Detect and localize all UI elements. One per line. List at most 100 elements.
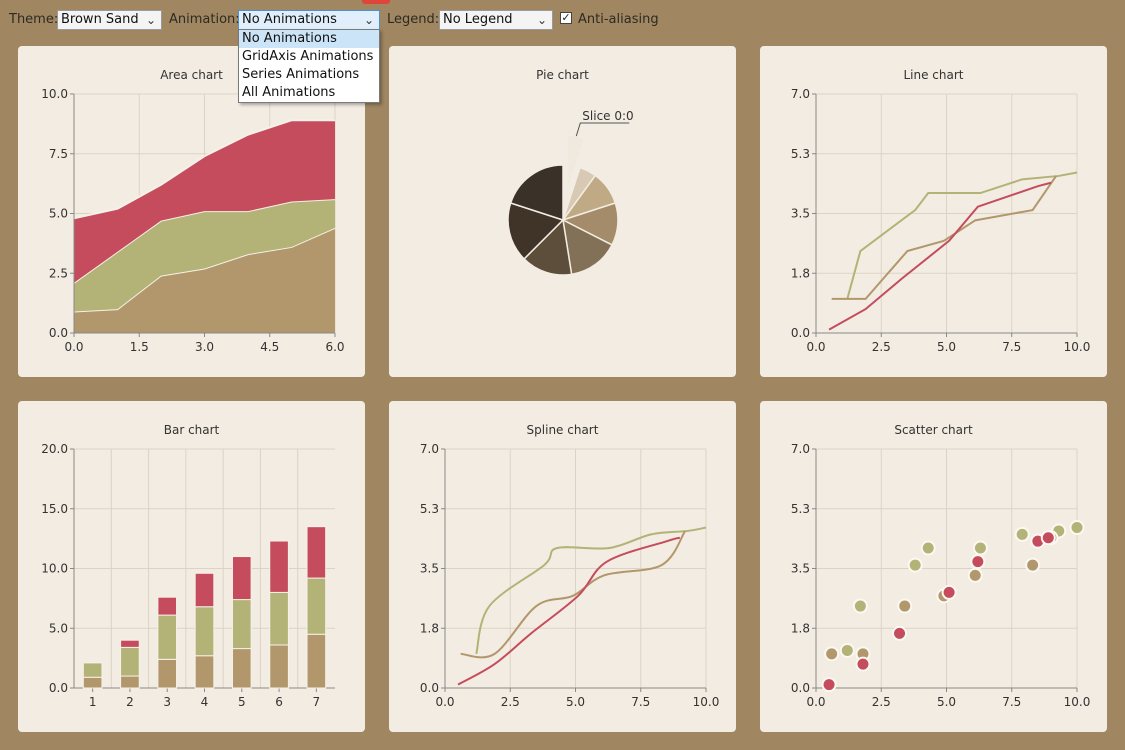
legend-select-value: No Legend: [443, 12, 513, 27]
y-tick-label: 0.0: [49, 326, 68, 340]
bar-segment: [194, 655, 215, 689]
area-chart: 0.0 2.5 5.0 7.5 10.0 0.0 1.5 3.0 4.5 6.0: [41, 87, 344, 354]
y-tick-label: 20.0: [41, 442, 68, 456]
x-tick-label: 5.0: [937, 340, 956, 354]
y-tick-label: 5.3: [791, 502, 810, 516]
bar-segment: [306, 633, 327, 689]
toolbar: Theme: Brown Sand ⌄ Animation: No Animat…: [0, 0, 1125, 40]
y-tick-label: 10.0: [41, 87, 68, 101]
bar-segment: [269, 540, 289, 593]
bar-segment: [306, 526, 327, 579]
scatter-point: [967, 567, 983, 583]
pie-chart-panel: Pie chart Slice 0:0: [389, 46, 736, 377]
scatter-point: [892, 625, 908, 641]
y-tick-label: 0.0: [420, 681, 439, 695]
scatter-point: [972, 540, 988, 556]
scatter-point: [824, 646, 840, 662]
animation-option[interactable]: No Animations: [239, 30, 379, 48]
chart-title: Scatter chart: [894, 423, 973, 437]
y-tick-label: 7.0: [791, 442, 810, 456]
legend-select[interactable]: No Legend ⌄: [439, 10, 553, 30]
scatter-point: [1069, 520, 1085, 536]
scatter-point: [852, 598, 868, 614]
x-tick-label: 2.5: [872, 340, 891, 354]
y-tick-label: 15.0: [41, 502, 68, 516]
scatter-chart-panel: Scatter chart 0.0 1.8 3.5 5.3 7.0 0.0 2.5 5.0 7.…: [760, 401, 1107, 732]
chevron-down-icon: ⌄: [363, 13, 374, 27]
scatter-point: [1014, 526, 1030, 542]
x-tick-label: 10.0: [693, 695, 720, 709]
antialias-label[interactable]: Anti-aliasing: [578, 12, 659, 27]
animation-select-value: No Animations: [242, 12, 337, 27]
y-tick-label: 5.3: [791, 147, 810, 161]
series-line-0: [475, 526, 707, 655]
bar-chart-panel: Bar chart 0.0 5.0 10.0 15.0 20.0 1 2 3 4 5 6 7: [18, 401, 365, 732]
checkmark-icon: ✓: [561, 11, 571, 24]
antialias-checkbox[interactable]: ✓: [560, 12, 572, 24]
scatter-point: [920, 540, 936, 556]
pie-chart: Slice 0:0: [507, 109, 634, 276]
series-line-1: [460, 530, 686, 659]
x-tick-label: 4: [201, 695, 209, 709]
bar-segment: [269, 644, 289, 689]
theme-select[interactable]: Brown Sand ⌄: [57, 10, 162, 30]
pie-slice: [523, 218, 573, 276]
series-line-2: [457, 536, 681, 686]
bar-segment: [157, 596, 178, 616]
x-tick-label: 5: [238, 695, 246, 709]
scatter-chart: 0.0 1.8 3.5 5.3 7.0 0.0 2.5 5.0 7.5 10.0: [791, 442, 1091, 709]
x-tick-label: 1.5: [130, 340, 149, 354]
chevron-down-icon: ⌄: [145, 13, 156, 27]
x-tick-label: 7.5: [1002, 340, 1021, 354]
y-tick-label: 0.0: [791, 326, 810, 340]
x-tick-label: 0.0: [806, 695, 825, 709]
bar-segment: [120, 675, 140, 689]
bar-segment: [194, 606, 215, 657]
chart-title: Bar chart: [163, 423, 220, 437]
slice-label-leader: [575, 122, 630, 137]
scatter-point: [1025, 557, 1041, 573]
bar-segment: [82, 662, 103, 678]
chart-title: Area chart: [160, 68, 223, 82]
area-series-0: [74, 227, 335, 333]
animation-dropdown-list: No Animations GridAxis Animations Series…: [238, 29, 380, 103]
line-chart-panel: Line chart 0.0 1.8 3.5 5.3 7.0 0.0 2.5 5.0 7.5 10…: [760, 46, 1107, 377]
animation-option[interactable]: Series Animations: [242, 67, 360, 82]
spline-chart: 0.0 1.8 3.5 5.3 7.0 0.0 2.5 5.0 7.5 10.0: [420, 442, 720, 709]
notification-marker: [362, 0, 390, 4]
bar-chart: 0.0 5.0 10.0 15.0 20.0 1 2 3 4 5 6 7: [41, 442, 335, 709]
animation-option[interactable]: All Animations: [242, 85, 336, 100]
x-tick-label: 3: [163, 695, 171, 709]
scatter-point: [855, 656, 871, 672]
theme-label: Theme:: [9, 12, 59, 27]
x-tick-label: 10.0: [1064, 695, 1091, 709]
series-line-2: [828, 181, 1052, 331]
watermark: @稀土掘金技术社区: [967, 710, 1103, 728]
scatter-point: [1040, 530, 1056, 546]
pie-slice: [507, 202, 565, 260]
animation-option[interactable]: GridAxis Animations: [242, 49, 374, 64]
y-tick-label: 5.0: [49, 621, 68, 635]
y-tick-label: 3.5: [791, 207, 810, 221]
x-tick-label: 4.5: [260, 340, 279, 354]
x-tick-label: 2.5: [872, 695, 891, 709]
y-tick-label: 3.5: [791, 562, 810, 576]
bar-segment: [120, 639, 140, 648]
y-tick-label: 5.3: [420, 502, 439, 516]
x-tick-label: 6.0: [325, 340, 344, 354]
x-tick-label: 7: [313, 695, 321, 709]
x-tick-label: 0.0: [806, 340, 825, 354]
area-edge-2: [73, 119, 335, 220]
chart-title: Pie chart: [536, 68, 589, 82]
bar-segment: [231, 648, 252, 689]
bar-segment: [157, 614, 178, 660]
bar-segment: [194, 572, 215, 608]
scatter-point: [897, 598, 913, 614]
animation-select[interactable]: No Animations ⌄: [238, 10, 380, 30]
x-tick-label: 2.5: [501, 695, 520, 709]
bar-segment: [231, 556, 252, 601]
x-tick-label: 7.5: [1002, 695, 1021, 709]
area-series-1: [74, 199, 335, 312]
bar-segment: [269, 591, 289, 646]
y-tick-label: 7.0: [420, 442, 439, 456]
